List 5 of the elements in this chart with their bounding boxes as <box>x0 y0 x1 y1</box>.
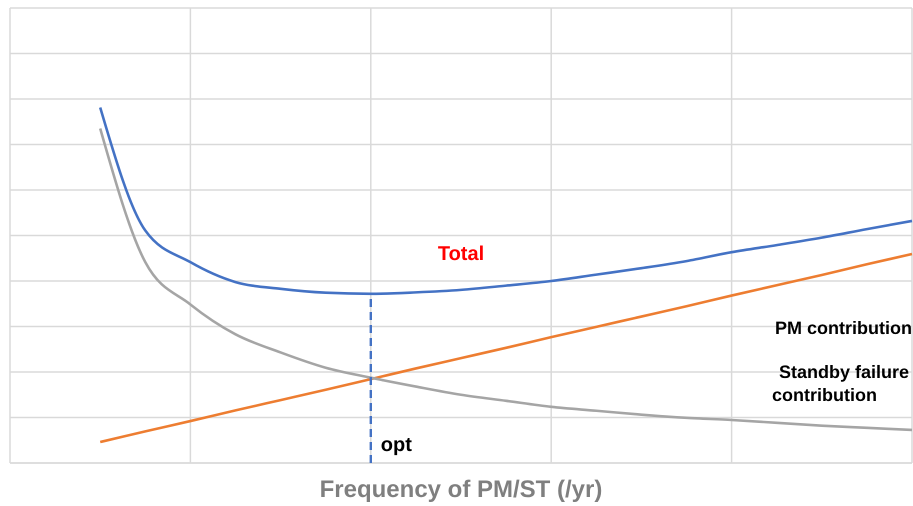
series-label: Total <box>438 242 484 265</box>
x-axis-title: Frequency of PM/ST (/yr) <box>320 476 602 503</box>
series-label: Standby failure contribution <box>772 362 909 405</box>
series-label: PM contribution <box>775 318 912 338</box>
annotation: opt <box>380 434 412 456</box>
